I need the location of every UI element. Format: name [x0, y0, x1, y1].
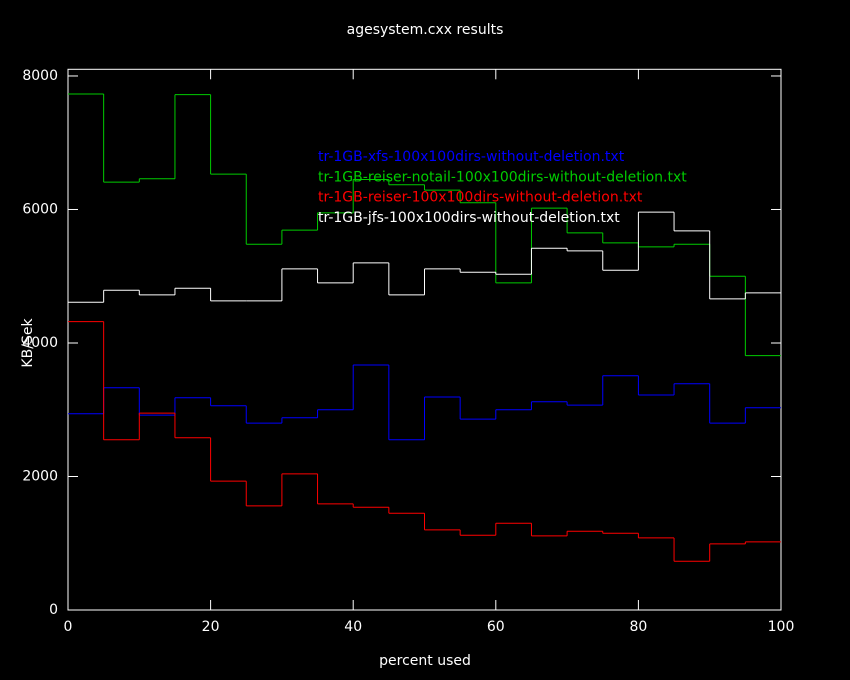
legend-entry: tr-1GB-jfs-100x100dirs-without-deletion.…	[318, 210, 620, 226]
y-tick-label: 6000	[22, 201, 58, 217]
y-tick-label: 0	[49, 602, 58, 618]
x-axis-label: percent used	[379, 653, 471, 669]
y-tick-label: 8000	[22, 68, 58, 84]
y-tick-label: 2000	[22, 468, 58, 484]
y-tick-label: 4000	[22, 335, 58, 351]
chart-title: agesystem.cxx results	[347, 22, 504, 38]
x-tick-label: 100	[768, 619, 795, 635]
x-tick-label: 40	[344, 619, 362, 635]
legend-entry: tr-1GB-reiser-notail-100x100dirs-without…	[318, 169, 687, 185]
x-tick-label: 0	[64, 619, 73, 635]
x-tick-label: 20	[202, 619, 220, 635]
plot-frame	[67, 68, 782, 611]
legend-entry: tr-1GB-xfs-100x100dirs-without-deletion.…	[318, 149, 625, 165]
x-tick-label: 60	[487, 619, 505, 635]
legend-entry: tr-1GB-reiser-100x100dirs-without-deleti…	[318, 190, 643, 206]
y-axis-label: KB/Sek	[20, 318, 36, 368]
x-tick-label: 80	[629, 619, 647, 635]
